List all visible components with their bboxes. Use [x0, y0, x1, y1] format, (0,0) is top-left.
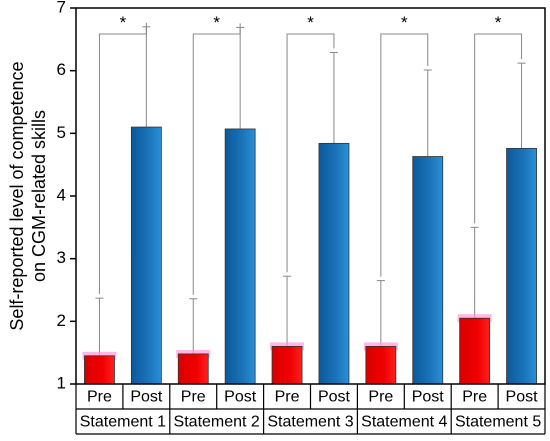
- significance-bracket: [380, 33, 429, 277]
- x-subcategory-label: Pre: [368, 389, 393, 406]
- y-axis-label-line: on CGM-related skills: [29, 110, 49, 282]
- bar-pre: [84, 355, 115, 385]
- bar-post: [412, 156, 444, 385]
- bar-post: [224, 128, 256, 385]
- y-tick-label: 2: [57, 311, 66, 330]
- significance-marker: *: [401, 13, 408, 32]
- y-axis-label: Self-reported level of competence on CGM-…: [7, 61, 49, 330]
- y-tick-label: 3: [57, 248, 66, 267]
- x-group-label: Statement 5: [455, 414, 541, 431]
- significance-bracket: [474, 33, 523, 224]
- x-axis-categories: Pre Post Statement 1 Pre Post Statement 2 Pre P…: [75, 384, 546, 435]
- bar-pre: [365, 345, 397, 385]
- x-group-label: Statement 3: [267, 414, 353, 431]
- y-tick-label: 7: [57, 0, 66, 16]
- y-tick-label: 5: [57, 123, 66, 142]
- y-tick-label: 1: [57, 373, 66, 392]
- y-axis-ticks: 1 2 3 4 5 6 7: [57, 0, 76, 392]
- x-group-label: Statement 2: [174, 414, 260, 431]
- x-subcategory-label: Pre: [181, 389, 206, 406]
- y-tick-label: 4: [57, 185, 66, 204]
- significance-bracket: [286, 33, 335, 273]
- significance-marker: *: [213, 13, 220, 32]
- x-subcategory-label: Pre: [87, 389, 112, 406]
- significance-bracket: [98, 22, 147, 295]
- y-axis-label-line: Self-reported level of competence: [7, 61, 27, 330]
- plot-area: * * * * *: [75, 7, 546, 385]
- x-subcategory-label: Post: [412, 389, 445, 406]
- x-subcategory-label: Post: [506, 389, 539, 406]
- bar-post: [318, 142, 350, 385]
- x-subcategory-label: Pre: [462, 389, 487, 406]
- x-subcategory-label: Pre: [275, 389, 300, 406]
- bar-pre: [459, 317, 491, 385]
- y-tick-label: 6: [57, 60, 66, 79]
- x-subcategory-label: Post: [318, 389, 351, 406]
- bar-pre: [177, 353, 209, 385]
- bar-post: [506, 147, 537, 385]
- x-subcategory-label: Post: [130, 389, 163, 406]
- significance-marker: *: [495, 13, 502, 32]
- x-group-label: Statement 4: [361, 414, 447, 431]
- significance-marker: *: [307, 13, 314, 32]
- x-subcategory-label: Post: [224, 389, 257, 406]
- bar-pre: [271, 345, 303, 385]
- bar-post: [130, 126, 162, 385]
- significance-marker: *: [120, 13, 127, 32]
- x-group-label: Statement 1: [80, 414, 166, 431]
- significance-bracket: [192, 23, 241, 295]
